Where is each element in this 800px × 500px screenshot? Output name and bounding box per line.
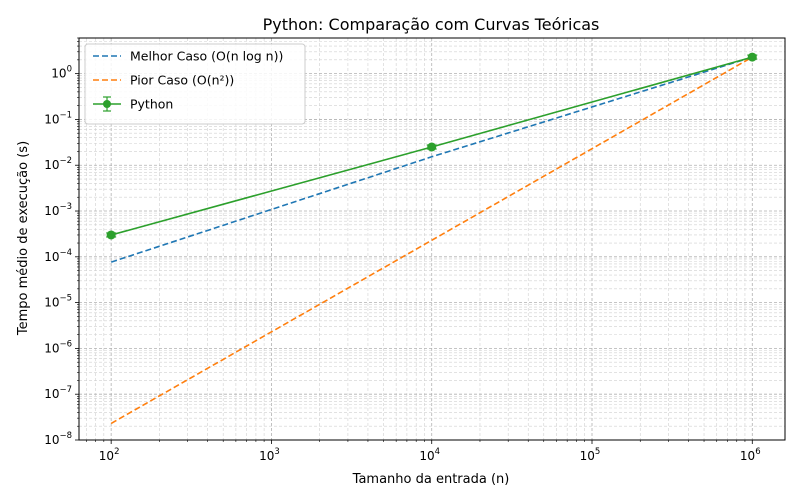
legend-label: Python — [130, 97, 173, 112]
y-axis-label: Tempo médio de execução (s) — [16, 141, 31, 336]
x-axis-label: Tamanho da entrada (n) — [352, 472, 510, 487]
series-line-1 — [110, 56, 753, 263]
y-tick-exponent: −4 — [59, 248, 72, 258]
y-tick-exponent: −6 — [59, 339, 72, 349]
y-tick-exponent: −2 — [59, 156, 72, 166]
y-tick-exponent: 0 — [67, 65, 72, 75]
y-tick-exponent: −3 — [59, 202, 72, 212]
legend-label: Pior Caso (O(n²)) — [130, 73, 234, 88]
x-tick-exponent: 5 — [595, 447, 600, 457]
data-point — [106, 230, 116, 240]
y-tick-exponent: −5 — [59, 294, 72, 304]
legend: Melhor Caso (O(n log n)) Pior Caso (O(n²)… — [84, 43, 306, 125]
y-tick-exponent: −8 — [59, 431, 72, 441]
data-point — [427, 142, 437, 152]
legend-box — [84, 43, 306, 125]
series-line-2 — [110, 56, 753, 425]
chart-title: Python: Comparação com Curvas Teóricas — [263, 15, 600, 34]
x-tick-exponent: 6 — [755, 447, 760, 457]
x-tick-exponent: 2 — [114, 447, 119, 457]
legend-label: Melhor Caso (O(n log n)) — [130, 49, 283, 64]
data-point — [747, 52, 757, 62]
axis-ticks: 102 103 104 105 10610−810−710−610−510−410−31… — [44, 37, 761, 463]
x-tick-exponent: 3 — [274, 447, 279, 457]
x-tick-exponent: 4 — [435, 447, 440, 457]
plot-series — [106, 52, 758, 425]
y-tick-exponent: −7 — [59, 385, 72, 395]
y-tick-exponent: −1 — [59, 110, 72, 120]
